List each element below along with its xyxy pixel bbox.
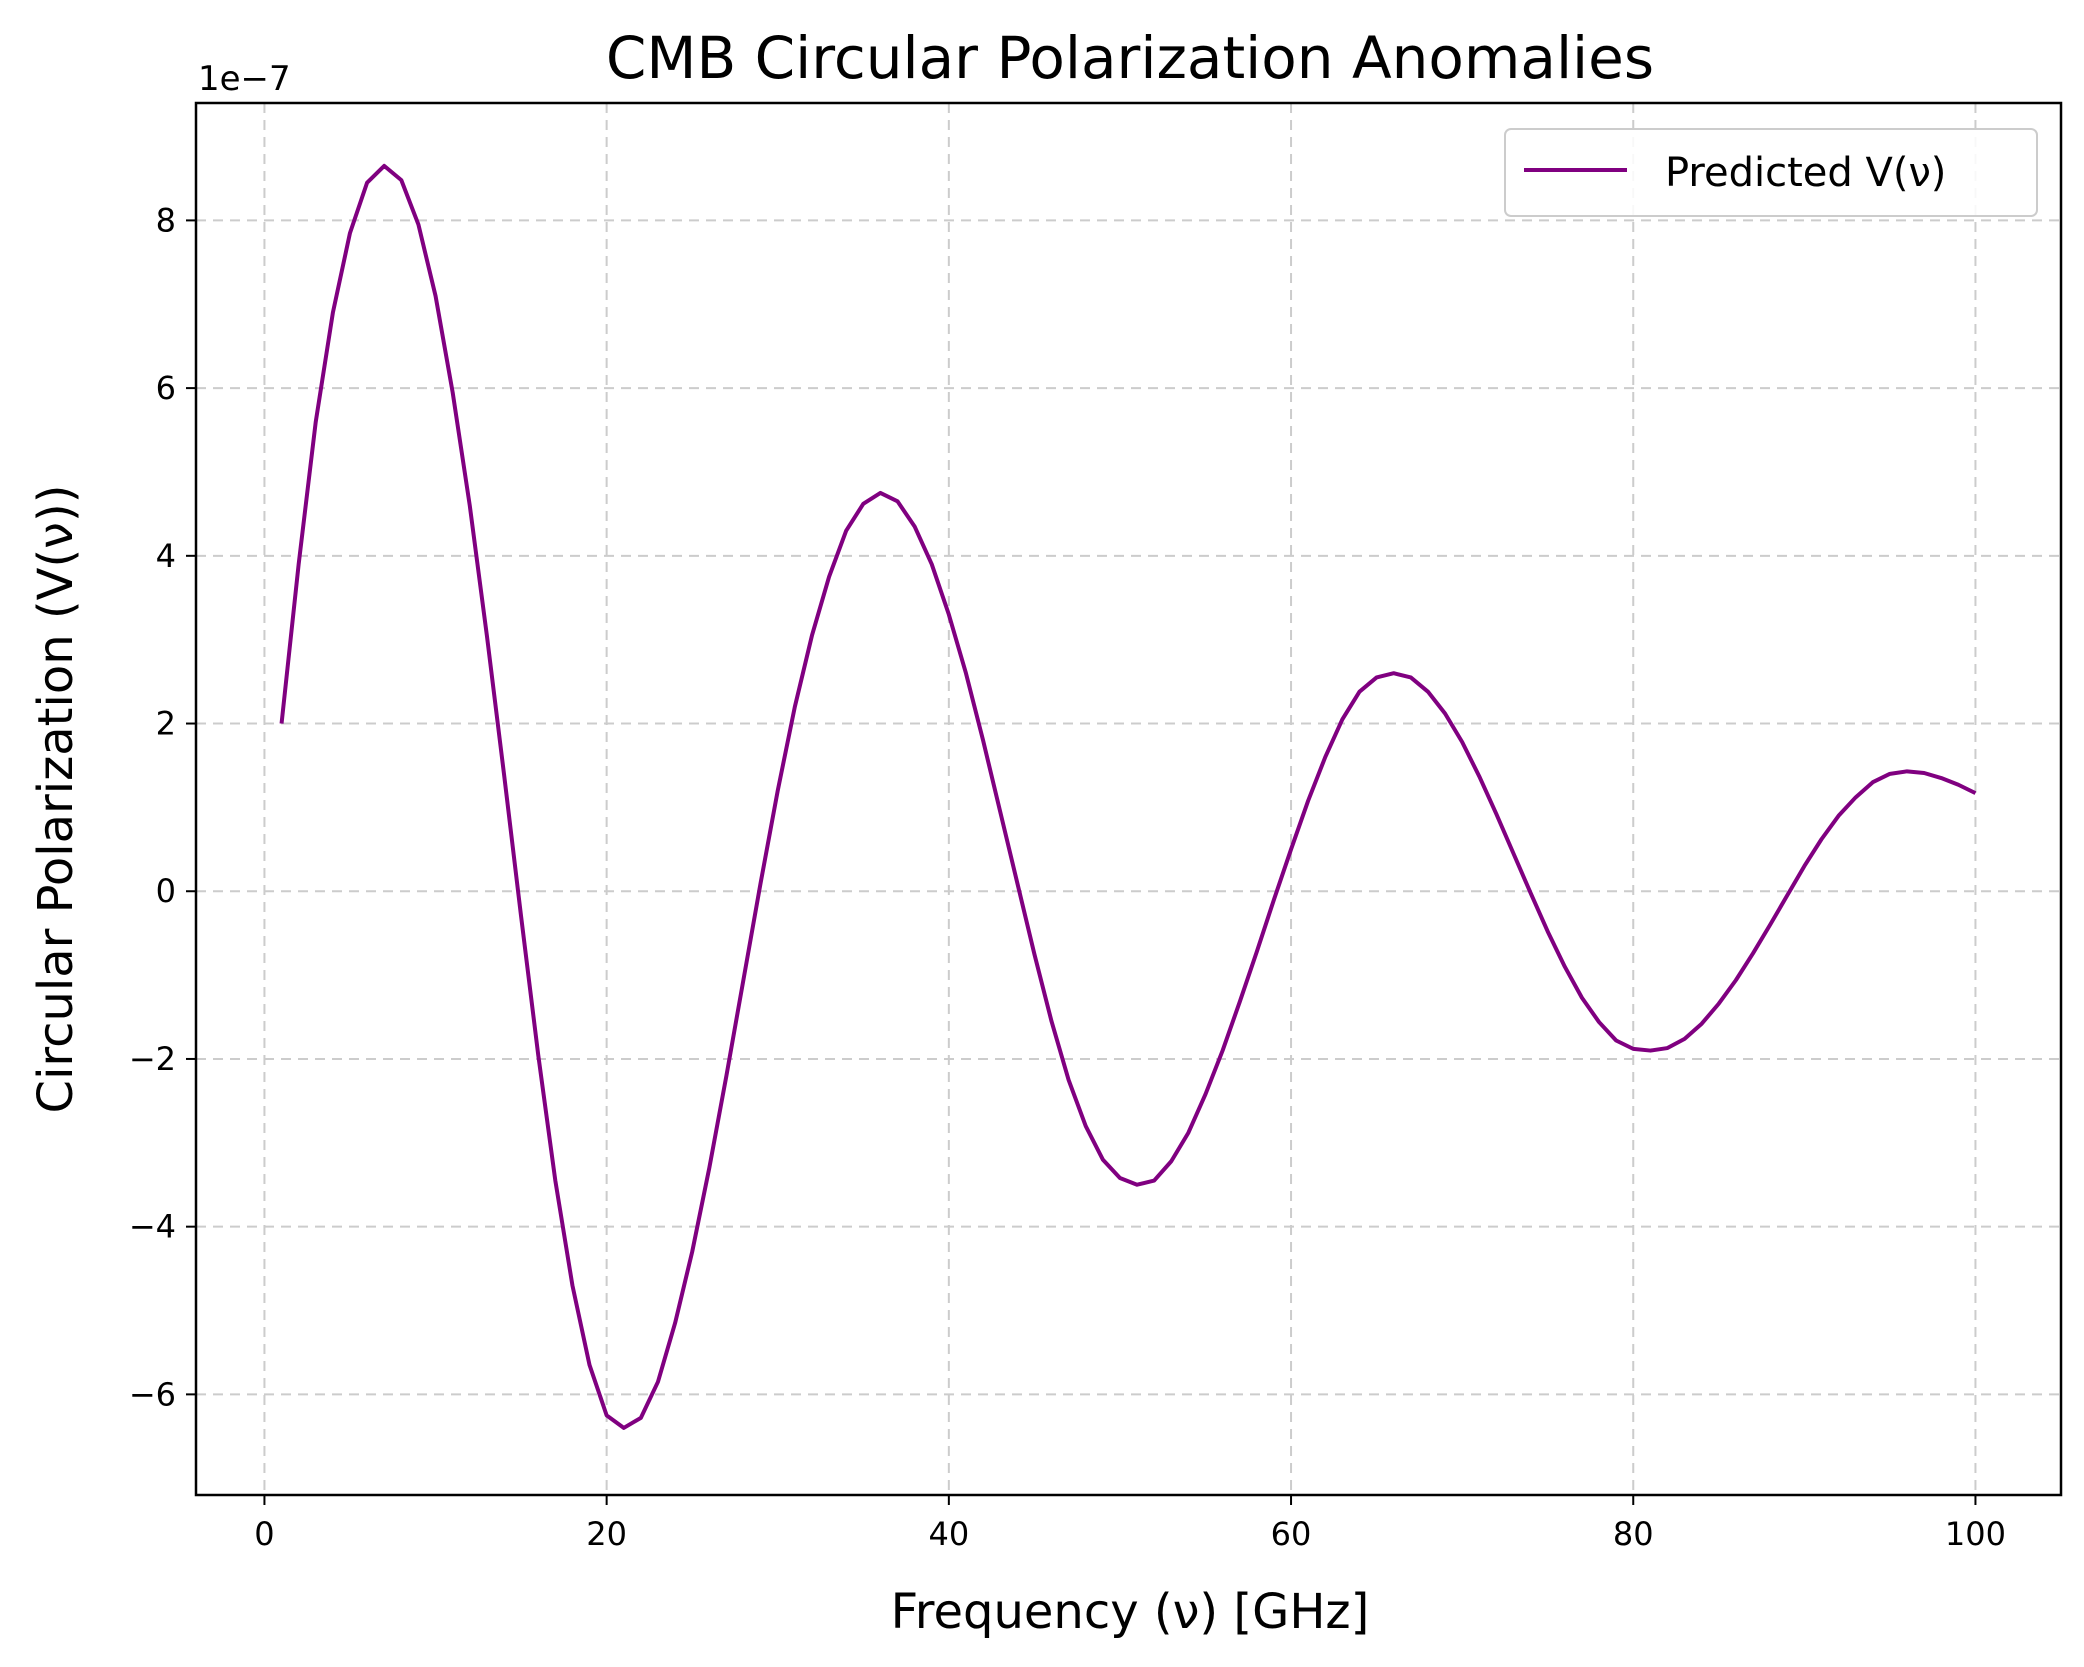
- x-tick-label: 60: [1271, 1515, 1312, 1553]
- plot-frame: [194, 101, 2063, 1497]
- x-tick-label: 80: [1613, 1515, 1654, 1553]
- x-tick-label: 40: [928, 1515, 969, 1553]
- y-offset-label: 1e−7: [198, 59, 291, 99]
- y-tick-label: 0: [156, 872, 176, 910]
- y-axis-label: Circular Polarization (V(ν)): [28, 485, 84, 1114]
- x-tick-label: 100: [1945, 1515, 2006, 1553]
- y-tick-label: 8: [156, 201, 176, 239]
- y-tick-label: −2: [129, 1040, 176, 1078]
- legend-box: [1504, 128, 2038, 217]
- y-tick-label: −6: [129, 1375, 176, 1413]
- x-axis-label: Frequency (ν) [GHz]: [891, 1584, 1370, 1640]
- x-tick-label: 20: [586, 1515, 627, 1553]
- legend-label: Predicted V(ν): [1665, 150, 1946, 196]
- x-axis-ticks: 0 20 40 60 80 100: [254, 1495, 2006, 1553]
- y-axis-ticks: −6 −4 −2 0 2 4 6 8: [129, 201, 196, 1413]
- chart-title: CMB Circular Polarization Anomalies: [606, 24, 1654, 92]
- series-line-predicted-v: [279, 163, 1977, 1430]
- y-tick-label: 2: [156, 705, 176, 743]
- legend: Predicted V(ν): [1504, 128, 2038, 217]
- y-tick-label: 6: [156, 369, 176, 407]
- y-tick-label: 4: [156, 537, 176, 575]
- grid: [196, 103, 2061, 1495]
- x-tick-label: 0: [254, 1515, 274, 1553]
- series-layer: [279, 163, 1977, 1430]
- y-tick-label: −4: [129, 1208, 176, 1246]
